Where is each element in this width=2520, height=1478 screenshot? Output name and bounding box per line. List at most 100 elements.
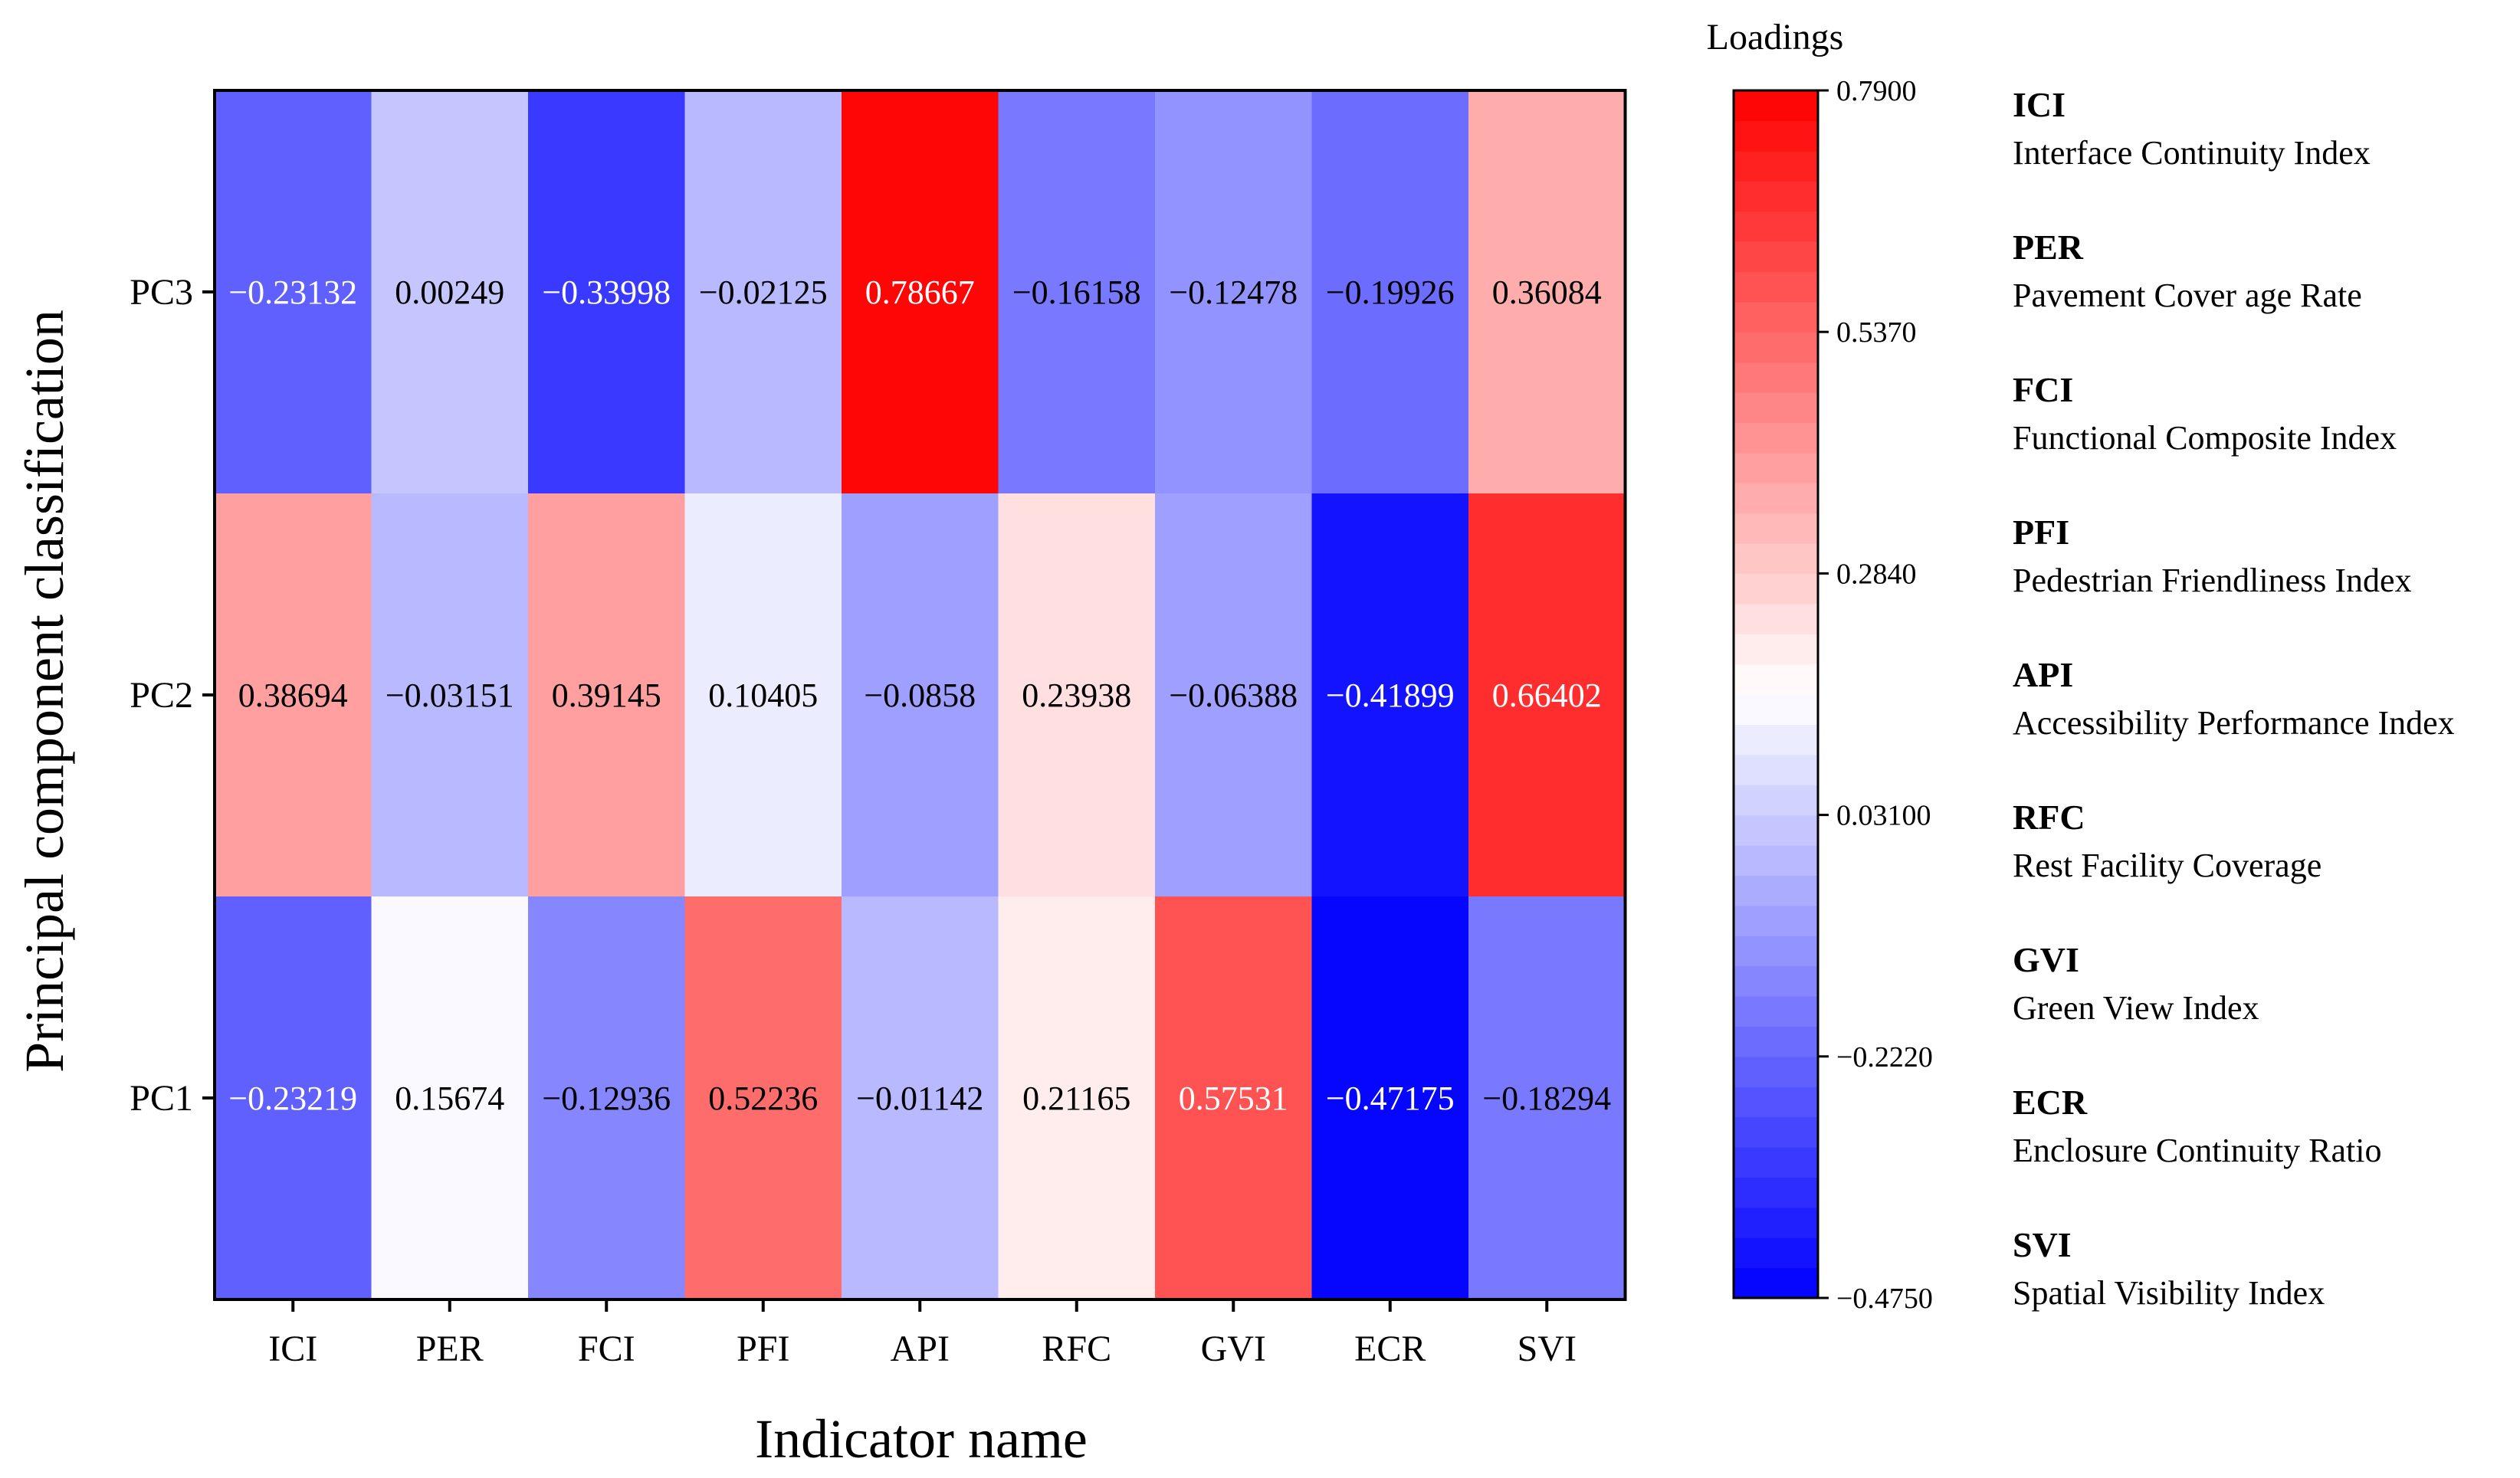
heatmap-axes: ICI PER FCI PFI API RFC GVI ECR SVI PC3 PC2 PC1 (130, 89, 1627, 1369)
heatmap-cell-PC3-API (842, 90, 999, 494)
colorbar-segment (1734, 362, 1818, 393)
colorbar-frame (1732, 89, 1819, 1299)
cell-value-label: −0.06388 (1169, 677, 1298, 714)
heatmap-cell-PC1-API (842, 896, 999, 1300)
x-tick-label: GVI (1201, 1329, 1266, 1369)
heatmap-cell-PC1-RFC (998, 896, 1156, 1300)
colorbar-segment (1734, 845, 1818, 876)
cell-value-label: 0.39145 (552, 677, 661, 714)
cell-value-label: −0.0858 (864, 677, 976, 714)
heatmap-cell-PC2-PER (371, 493, 529, 897)
cell-value-label: −0.18294 (1482, 1080, 1611, 1117)
x-tick-label: SVI (1518, 1329, 1577, 1369)
heatmap-cell-PC1-FCI (528, 896, 686, 1300)
heatmap-cell-PC1-PFI (684, 896, 842, 1300)
heatmap-cell-PC3-PER (371, 90, 529, 494)
heatmap-cell-PC3-RFC (998, 90, 1156, 494)
cell-value-label: 0.21165 (1022, 1080, 1130, 1117)
heatmap-cell-PC3-ECR (1311, 90, 1469, 494)
cell-value-label: −0.19926 (1326, 274, 1455, 311)
cell-value-label: −0.23219 (228, 1080, 357, 1117)
colorbar-segment (1734, 271, 1818, 303)
colorbar-segment (1734, 664, 1818, 695)
colorbar-segment (1734, 1237, 1818, 1269)
x-tick-label: PER (416, 1329, 484, 1369)
cell-value-label: −0.12936 (542, 1080, 671, 1117)
heatmap-cell-PC3-FCI (528, 90, 686, 494)
legend-full-fci: Functional Composite Index (2013, 419, 2397, 457)
colorbar-segment (1734, 120, 1818, 152)
y-axis-title: Principal component classification (14, 310, 75, 1073)
colorbar-segment (1734, 483, 1818, 514)
colorbar-segment (1734, 724, 1818, 755)
cell-value-label: 0.78667 (865, 274, 975, 311)
colorbar-segment (1734, 634, 1818, 665)
legend-full-api: Accessibility Performance Index (2013, 704, 2455, 742)
heatmap-cells (215, 90, 1626, 1300)
colorbar-segment (1734, 785, 1818, 816)
colorbar-segment (1734, 573, 1818, 605)
legend-abbr-rfc: RFC (2013, 798, 2085, 837)
cell-value-label: −0.01142 (856, 1080, 983, 1117)
colorbar-segment (1734, 422, 1818, 454)
colorbar-segment (1734, 875, 1818, 906)
heatmap-cell-PC2-API (842, 493, 999, 897)
legend-abbr-api: API (2013, 655, 2073, 694)
heatmap-cell-PC2-RFC (998, 493, 1156, 897)
colorbar-segment (1734, 150, 1818, 182)
legend-full-ecr: Enclosure Continuity Ratio (2013, 1132, 2382, 1169)
colorbar-segment (1734, 181, 1818, 212)
cell-value-label: 0.52236 (708, 1080, 818, 1117)
colorbar-segment (1734, 1056, 1818, 1087)
y-tick-label: PC3 (130, 272, 193, 313)
x-tick-label: RFC (1042, 1329, 1111, 1369)
colorbar-segment (1734, 814, 1818, 846)
legend-full-svi: Spatial Visibility Index (2013, 1274, 2325, 1312)
colorbar-segment (1734, 211, 1818, 242)
cell-value-label: −0.12478 (1169, 274, 1298, 311)
x-tick-label: FCI (578, 1329, 635, 1369)
indicator-legend: ICI Interface Continuity Index PER Pavement… (2013, 85, 2455, 1312)
colorbar-segment (1734, 332, 1818, 363)
cell-value-label: 0.36084 (1492, 274, 1602, 311)
colorbar-tick-label: −0.4750 (1836, 1283, 1933, 1315)
colorbar-segment (1734, 1116, 1818, 1148)
heatmap-cell-PC2-PFI (684, 493, 842, 897)
cell-value-label: 0.10405 (708, 677, 818, 714)
colorbar-segment (1734, 90, 1818, 121)
cell-value-label: −0.47175 (1326, 1080, 1455, 1117)
legend-full-gvi: Green View Index (2013, 989, 2259, 1027)
legend-abbr-ecr: ECR (2013, 1083, 2088, 1122)
colorbar-segment (1734, 1086, 1818, 1118)
colorbar-segment (1734, 241, 1818, 272)
cell-value-label: 0.00249 (395, 274, 504, 311)
heatmap-cell-PC1-GVI (1155, 896, 1313, 1300)
colorbar-segment (1734, 1147, 1818, 1178)
legend-full-pfi: Pedestrian Friendliness Index (2013, 562, 2412, 599)
cell-value-label: −0.16158 (1012, 274, 1141, 311)
x-tick-label: API (891, 1329, 950, 1369)
x-axis-title: Indicator name (755, 1408, 1088, 1470)
heatmap-cell-PC2-FCI (528, 493, 686, 897)
colorbar-segment (1734, 513, 1818, 544)
heatmap-cell-PC1-PER (371, 896, 529, 1300)
colorbar-segment (1734, 936, 1818, 967)
cell-value-label: 0.57531 (1179, 1080, 1288, 1117)
colorbar-segment (1734, 754, 1818, 785)
colorbar-segment (1734, 905, 1818, 936)
colorbar-segment (1734, 694, 1818, 725)
colorbar-segment (1734, 301, 1818, 333)
colorbar-segment (1734, 1177, 1818, 1208)
heatmap-cell-PC2-GVI (1155, 493, 1313, 897)
colorbar-segment (1734, 1026, 1818, 1057)
cell-value-label: 0.15674 (395, 1080, 504, 1117)
colorbar-segment (1734, 452, 1818, 483)
legend-abbr-fci: FCI (2013, 370, 2073, 409)
cell-value-label: 0.66402 (1492, 677, 1602, 714)
cell-value-label: −0.33998 (542, 274, 671, 311)
cell-value-label: −0.41899 (1326, 677, 1455, 714)
cell-value-label: 0.23938 (1022, 677, 1131, 714)
x-tick-label: ECR (1354, 1329, 1426, 1369)
colorbar-segment (1734, 1207, 1818, 1238)
